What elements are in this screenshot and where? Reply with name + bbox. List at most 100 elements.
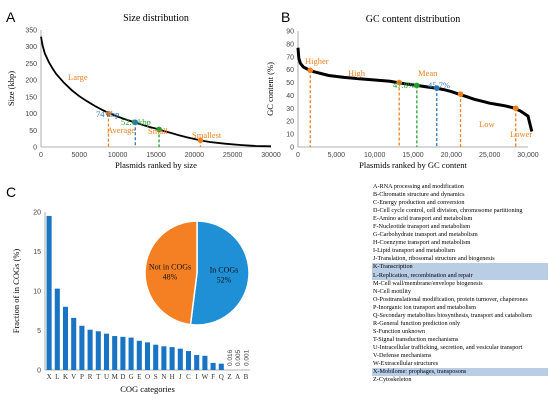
bar-s	[153, 344, 159, 370]
x-tick-label: W	[202, 373, 209, 381]
gc-content-chart: GC content distribution 0 10 20 30 40 50 60 70 80…	[265, 14, 539, 170]
bar-value-label: 0.005	[235, 349, 242, 366]
x-tick-label: 10,000	[364, 152, 386, 159]
x-tick-label: 15,000	[402, 152, 424, 159]
y-axis-title: Size (kbp)	[6, 71, 16, 106]
bar-value-label: 0.016	[227, 349, 234, 366]
cog-legend-item: R-General function prediction only	[373, 319, 461, 327]
y-tick-label: 50	[29, 128, 37, 135]
x-tick-label: 0	[296, 152, 300, 159]
annotation-label: High	[348, 68, 366, 78]
panel-c-letter: C	[6, 184, 16, 200]
y-tick-label: 0	[37, 368, 41, 375]
distribution-curve	[40, 36, 272, 148]
y-tick-label: 150	[25, 94, 37, 101]
y-tick-label: 50	[286, 80, 294, 87]
x-tick-label: A	[235, 373, 240, 381]
x-tick-label: F	[211, 373, 215, 381]
x-axis-title: COG categories	[120, 384, 175, 394]
annotation-label: 74 kbp	[96, 109, 119, 119]
cog-legend-item: M-Cell wall/membrane/envelope biogenesis	[373, 279, 483, 287]
cog-legend-item: H-Coenzyme transport and metabolism	[373, 239, 471, 247]
x-tick-label: 20,000	[441, 152, 463, 159]
bar-p	[79, 325, 85, 370]
annotation-label: Lower	[510, 129, 532, 139]
x-axis-title: Plasmids ranked by GC content	[359, 160, 467, 170]
cog-legend-item: O-Posttranslational modification, protei…	[373, 295, 528, 303]
x-tick-label: Q	[219, 373, 224, 381]
y-tick-label: 250	[25, 61, 37, 68]
y-tick-label: 80	[286, 41, 294, 48]
y-axis-title: Fraction of in COGs (%)	[11, 249, 21, 334]
bar-n	[161, 346, 167, 370]
x-tick-label: V	[71, 373, 76, 381]
bar-r	[87, 329, 93, 370]
cog-legend-item: B-Chromatin structure and dynamics	[373, 191, 465, 199]
cog-legend-item: X-Mobilome: prophages, transposons	[372, 368, 548, 377]
cog-legend-item: P-Inorganic ion transport and metabolism	[373, 303, 476, 311]
x-tick-label: X	[47, 373, 52, 381]
pie-slice-value: 48%	[163, 272, 178, 281]
x-tick-label: L	[55, 373, 59, 381]
cog-legend-item: D-Cell cycle control, cell division, chr…	[373, 207, 523, 215]
x-tick-label: 10000	[108, 152, 128, 159]
y-tick-label: 0	[33, 145, 37, 152]
x-tick-label: Z	[227, 373, 231, 381]
x-tick-label: C	[186, 373, 191, 381]
annotation-label: Small	[148, 126, 168, 136]
x-tick-label: N	[161, 373, 166, 381]
x-tick-label: J	[179, 373, 182, 381]
panel-a-letter: A	[6, 9, 16, 25]
cog-legend-item: G-Carbohydrate transport and metabolism	[373, 231, 478, 239]
x-axis-title: Plasmids ranked by size	[115, 160, 197, 170]
y-tick-label: 200	[25, 78, 37, 85]
x-tick-label: U	[104, 373, 109, 381]
data-marker	[197, 137, 204, 144]
pie-slice-1	[144, 220, 198, 326]
annotation-label: Low	[479, 119, 495, 129]
cog-legend-item: Z-Cytoskeleton	[373, 376, 412, 384]
cog-legend-item: T-Signal transduction mechanisms	[373, 335, 459, 343]
y-tick-label: 100	[25, 111, 37, 118]
bar-i	[194, 354, 200, 370]
x-tick-label: G	[129, 373, 134, 381]
bar-k	[62, 306, 69, 370]
bar-o	[144, 342, 151, 370]
x-tick-label: P	[80, 373, 84, 381]
cog-legend-item: W-Extracellular structures	[373, 360, 439, 368]
cog-category-legend: A-RNA processing and modification B-Chrom…	[372, 183, 548, 384]
cog-legend-item: A-RNA processing and modification	[373, 183, 464, 190]
size-distribution-chart: Size distribution 0 50 100 150 200 250 300 350 0 5…	[6, 13, 281, 170]
annotation-label: Higher	[305, 56, 329, 66]
x-tick-label: 5000	[72, 152, 88, 159]
bar-f	[210, 362, 216, 370]
annotation-label: 47.8%	[393, 80, 415, 90]
cog-legend-item: N-Cell motility	[373, 287, 411, 295]
cog-legend-item: F-Nucleotide transport and metabolism	[373, 223, 471, 231]
data-marker	[512, 105, 519, 112]
data-marker	[156, 126, 162, 133]
cog-legend-item: V-Defense mechanisms	[373, 351, 432, 359]
y-tick-label: 350	[25, 28, 37, 35]
chart-title: Size distribution	[123, 13, 189, 24]
data-marker	[105, 110, 112, 117]
x-tick-label: O	[145, 373, 150, 381]
x-tick-label: E	[137, 373, 141, 381]
y-tick-label: 70	[286, 54, 294, 61]
cog-legend-item: E-Amino acid transport and metabolism	[373, 215, 473, 223]
annotation-label: Smallest	[192, 130, 222, 140]
bar-h	[169, 347, 175, 370]
bar-x	[46, 215, 52, 370]
y-tick-label: 20	[33, 210, 41, 217]
x-tick-label: M	[112, 373, 119, 381]
bar-value-label: 0.001	[243, 349, 250, 366]
y-tick-label: 300	[25, 44, 37, 51]
y-tick-label: 40	[286, 93, 294, 100]
x-tick-label: B	[244, 373, 249, 381]
data-marker	[132, 119, 139, 126]
data-marker	[396, 79, 403, 86]
cog-legend-item: L-Replication, recombination and repair	[372, 271, 548, 280]
bar-u	[103, 333, 110, 370]
bar-d	[120, 336, 126, 370]
bar-e	[136, 340, 142, 370]
